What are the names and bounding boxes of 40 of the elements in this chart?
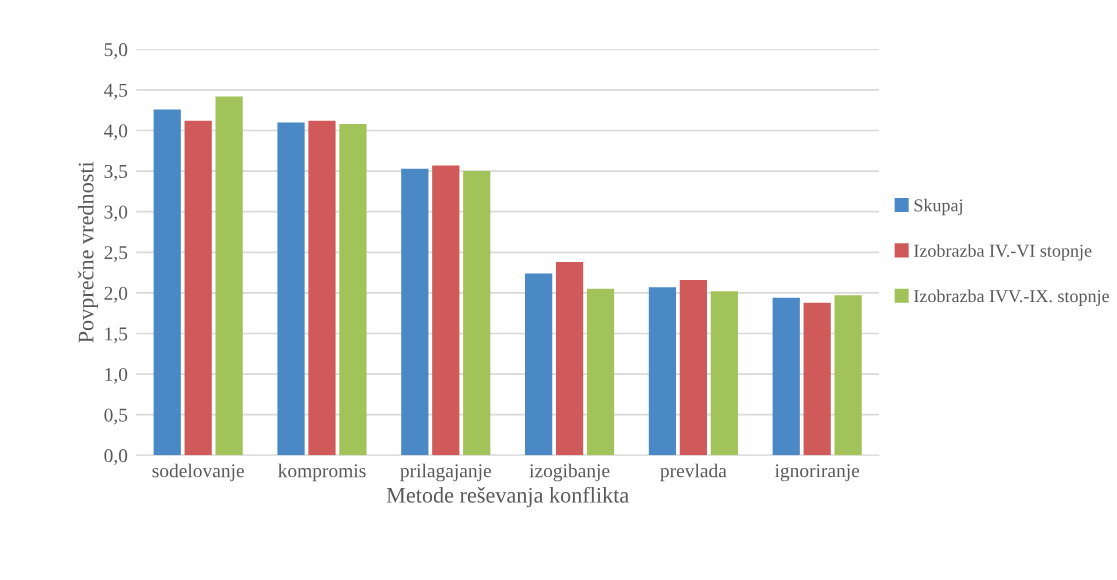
bar bbox=[184, 120, 212, 456]
bar bbox=[679, 279, 707, 456]
bar bbox=[772, 297, 800, 456]
bar bbox=[432, 165, 460, 456]
x-tick-label: prilagajanje bbox=[400, 463, 491, 482]
bar bbox=[525, 273, 553, 456]
bar bbox=[803, 302, 831, 456]
y-tick-label: 1,5 bbox=[105, 327, 128, 344]
bar bbox=[339, 124, 367, 456]
y-tick-label: 5,0 bbox=[104, 43, 128, 60]
y-axis-title: Povprečne vrednosti bbox=[77, 161, 99, 343]
bar bbox=[710, 291, 738, 456]
bar bbox=[586, 288, 615, 456]
y-tick-label: 3,5 bbox=[104, 164, 128, 181]
bar bbox=[401, 168, 429, 456]
legend-label: Skupaj bbox=[914, 198, 962, 216]
x-tick-label: kompromis bbox=[278, 463, 366, 482]
x-tick-label: izogibanje bbox=[529, 463, 610, 482]
y-tick-label: 2,0 bbox=[104, 286, 128, 303]
y-tick-label: 3,0 bbox=[104, 205, 128, 222]
x-tick-label: prevlada bbox=[660, 463, 727, 482]
x-axis-title: Metode reševanja konflikta bbox=[386, 486, 629, 508]
x-tick-label: sodelovanje bbox=[152, 463, 244, 482]
x-tick-label: ignoriranje bbox=[774, 464, 860, 482]
y-tick-label: 1,0 bbox=[105, 367, 128, 384]
bar bbox=[153, 109, 181, 456]
bar bbox=[834, 295, 862, 456]
legend-label: Izobrazba IV.-VI stopnje bbox=[914, 244, 1092, 261]
y-tick-label: 4,5 bbox=[104, 83, 128, 100]
y-tick-label: 2,5 bbox=[104, 246, 128, 263]
bar bbox=[277, 122, 305, 456]
y-tick-label: 0,0 bbox=[104, 449, 128, 466]
bar bbox=[215, 96, 243, 456]
bar bbox=[308, 120, 336, 456]
bar bbox=[555, 262, 584, 456]
bar bbox=[648, 287, 677, 456]
bar bbox=[463, 171, 491, 456]
legend-label: Izobrazba IVV.-IX. stopnje bbox=[914, 289, 1109, 306]
y-tick-label: 0,5 bbox=[104, 408, 128, 425]
y-tick-label: 4,0 bbox=[104, 124, 128, 141]
